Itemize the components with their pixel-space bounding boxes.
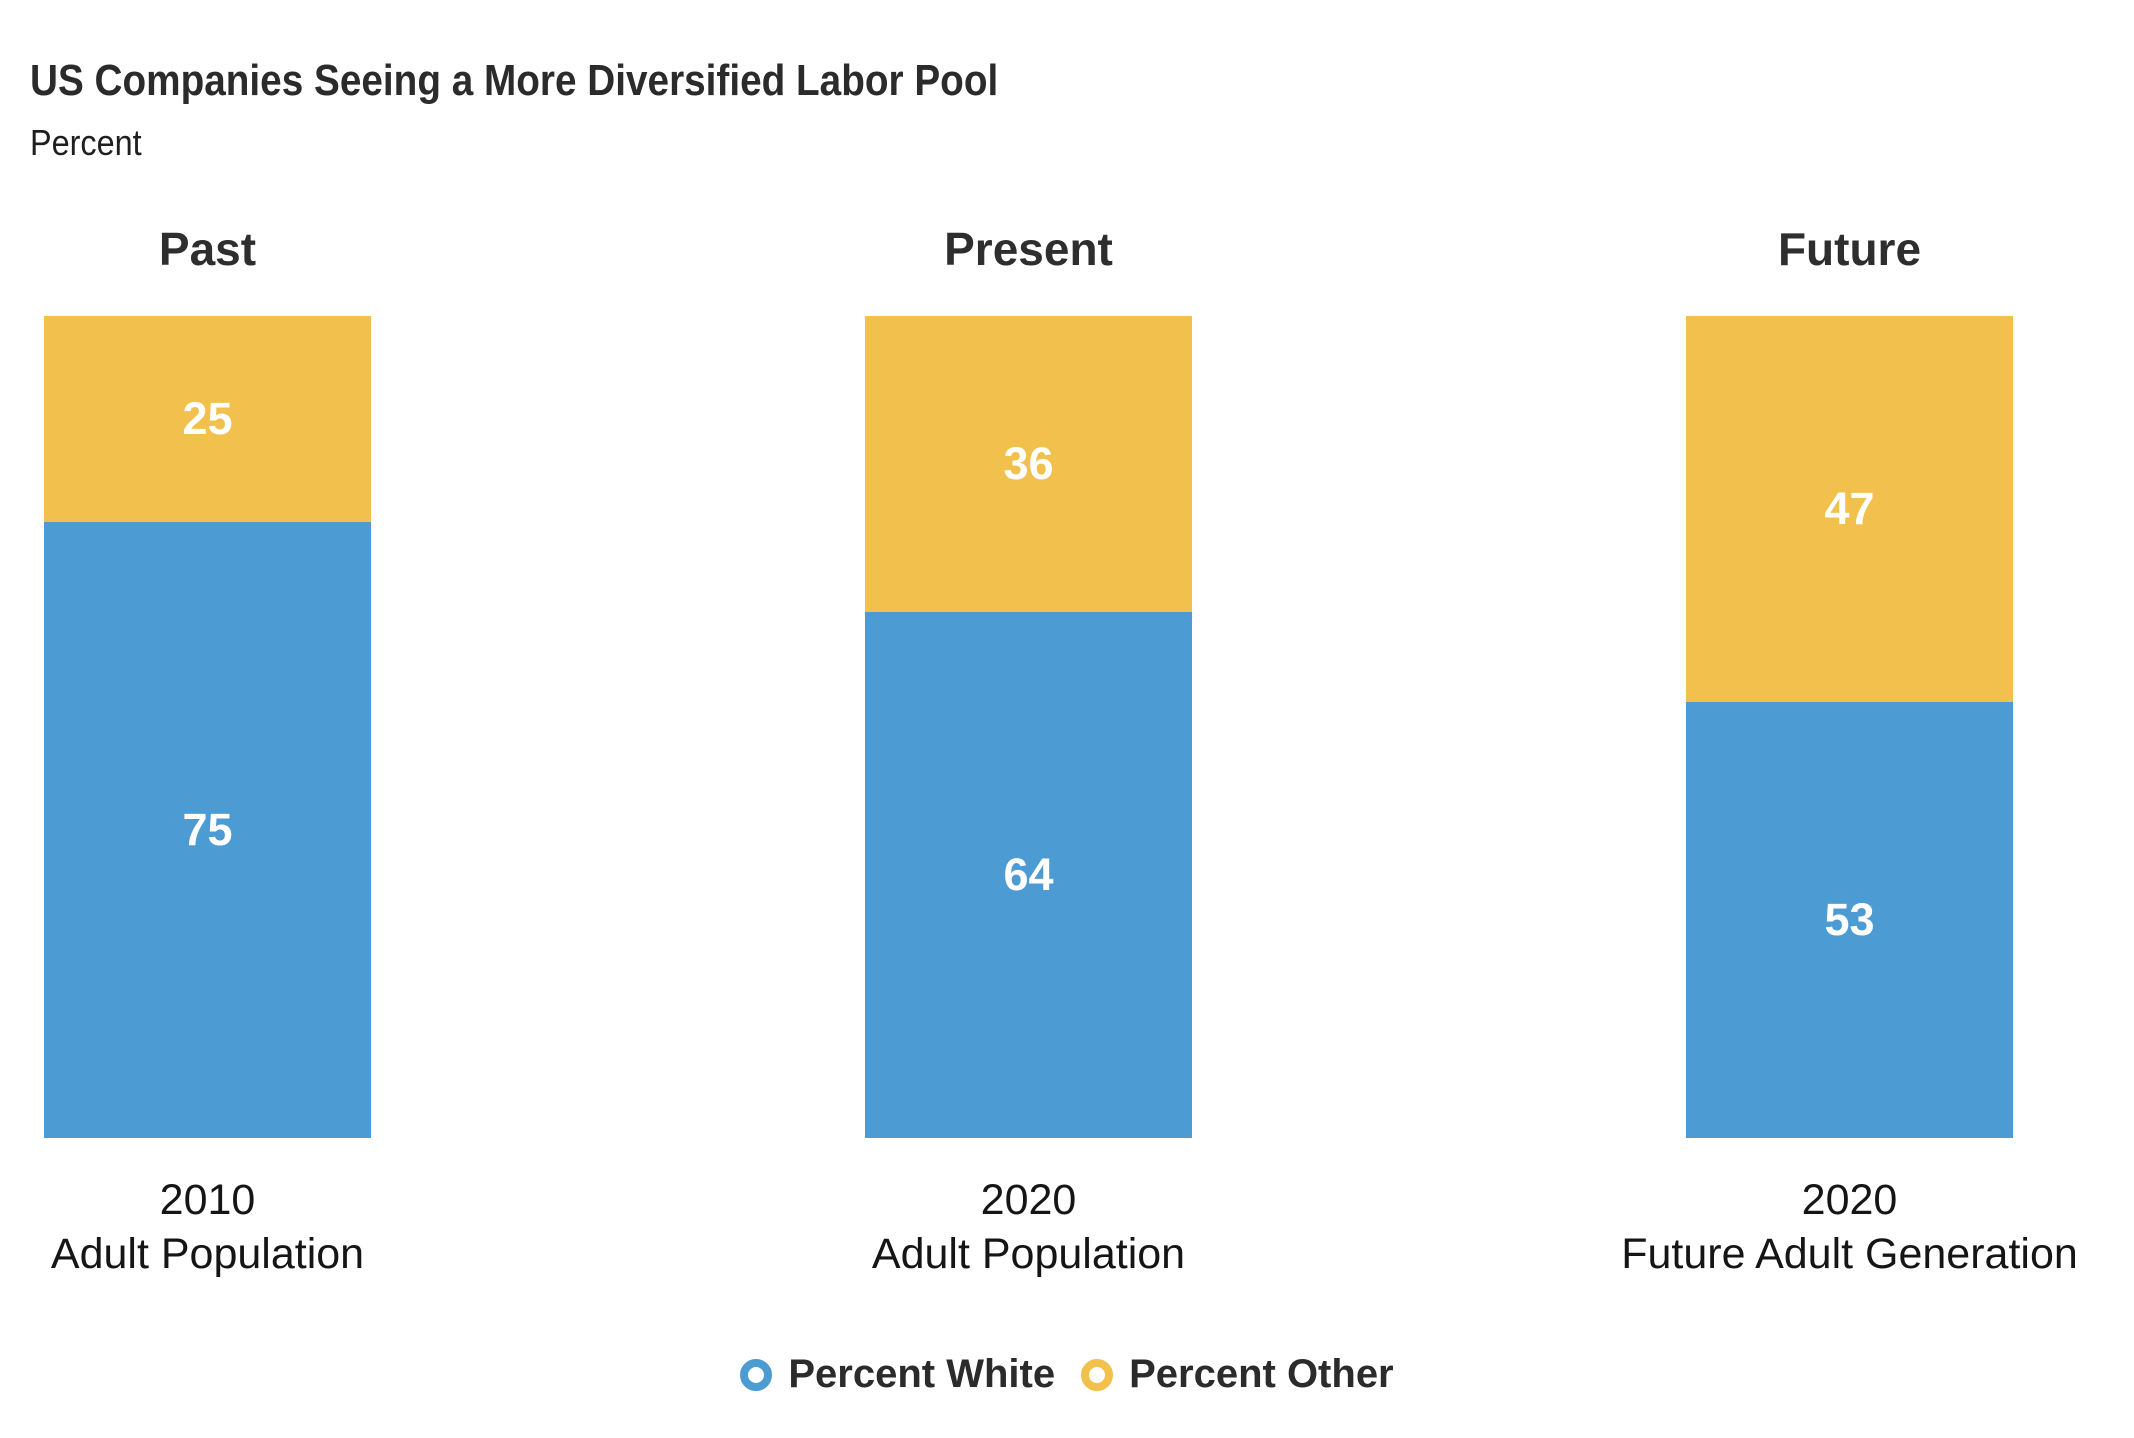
column-header: Future <box>1777 223 1922 275</box>
bar-segment-other: 36 <box>865 316 1192 612</box>
segment-value-label: 47 <box>1824 483 1875 535</box>
stacked-bar: 47 53 <box>1686 316 2013 1138</box>
x-axis-label: 2020 Adult Population <box>679 1173 1379 1281</box>
bar-segment-white: 64 <box>865 611 1192 1138</box>
legend-circle-marker-icon <box>740 1358 773 1391</box>
segment-value-label: 36 <box>1003 437 1054 489</box>
x-axis-label-name: Future Adult Generation <box>1621 1230 2078 1278</box>
x-axis-label: 2020 Future Adult Generation <box>1500 1173 2134 1281</box>
x-axis-label: 2010 Adult Population <box>0 1173 558 1281</box>
legend-item: Percent Other <box>1081 1352 1394 1397</box>
chart-subtitle: Percent <box>30 122 142 163</box>
legend-circle-marker-icon <box>1081 1358 1114 1391</box>
bar-segment-white: 75 <box>44 521 371 1138</box>
bar-segment-other: 47 <box>1686 316 2013 703</box>
x-axis-label-name: Adult Population <box>50 1230 365 1278</box>
segment-value-label: 75 <box>182 803 233 855</box>
bar-segment-white: 53 <box>1686 702 2013 1138</box>
legend: Percent White Percent Other <box>0 1352 2134 1397</box>
segment-value-label: 53 <box>1824 894 1875 946</box>
x-axis-label-year: 2020 <box>980 1176 1077 1224</box>
stacked-bar: 36 64 <box>865 316 1192 1138</box>
x-axis-label-year: 2020 <box>1801 1176 1898 1224</box>
legend-item-label: Percent White <box>788 1352 1056 1396</box>
stacked-bar: 25 75 <box>44 316 371 1138</box>
x-axis-label-name: Adult Population <box>871 1230 1186 1278</box>
column-header: Past <box>158 223 257 275</box>
segment-value-label: 25 <box>182 392 233 444</box>
segment-value-label: 64 <box>1003 848 1054 900</box>
legend-item-label: Percent Other <box>1129 1352 1394 1396</box>
bar-segment-other: 25 <box>44 316 371 522</box>
x-axis-label-year: 2010 <box>159 1176 256 1224</box>
chart-title: US Companies Seeing a More Diversified L… <box>30 56 999 105</box>
column-header: Present <box>944 223 1113 275</box>
legend-item: Percent White <box>740 1352 1055 1397</box>
